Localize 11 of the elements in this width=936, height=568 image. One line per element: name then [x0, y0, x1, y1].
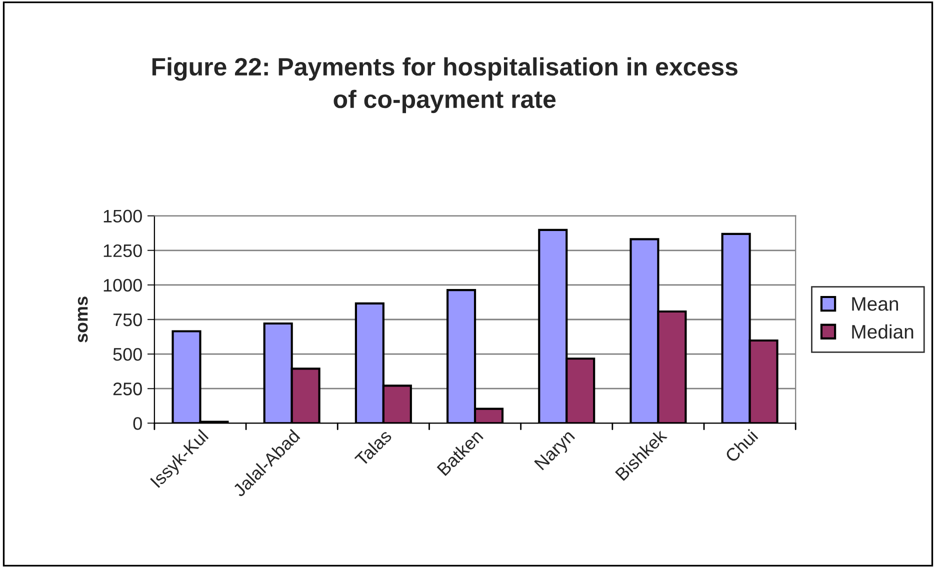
- y-tick-label: 0: [133, 417, 142, 430]
- legend-label: Median: [852, 324, 914, 339]
- y-tick-label: 500: [113, 348, 142, 361]
- legend-label: Mean: [852, 297, 898, 311]
- chart-title: Figure 22: Payments for hospitalisation in excess of co-payment rate: [152, 57, 738, 114]
- y-tick-label: 1000: [104, 278, 142, 292]
- y-axis-title: soms: [78, 296, 88, 342]
- y-tick-label: 750: [113, 313, 142, 326]
- y-tick-label: 250: [113, 382, 142, 396]
- y-tick-label: 1500: [104, 210, 142, 223]
- y-tick-label: 1250: [104, 244, 142, 258]
